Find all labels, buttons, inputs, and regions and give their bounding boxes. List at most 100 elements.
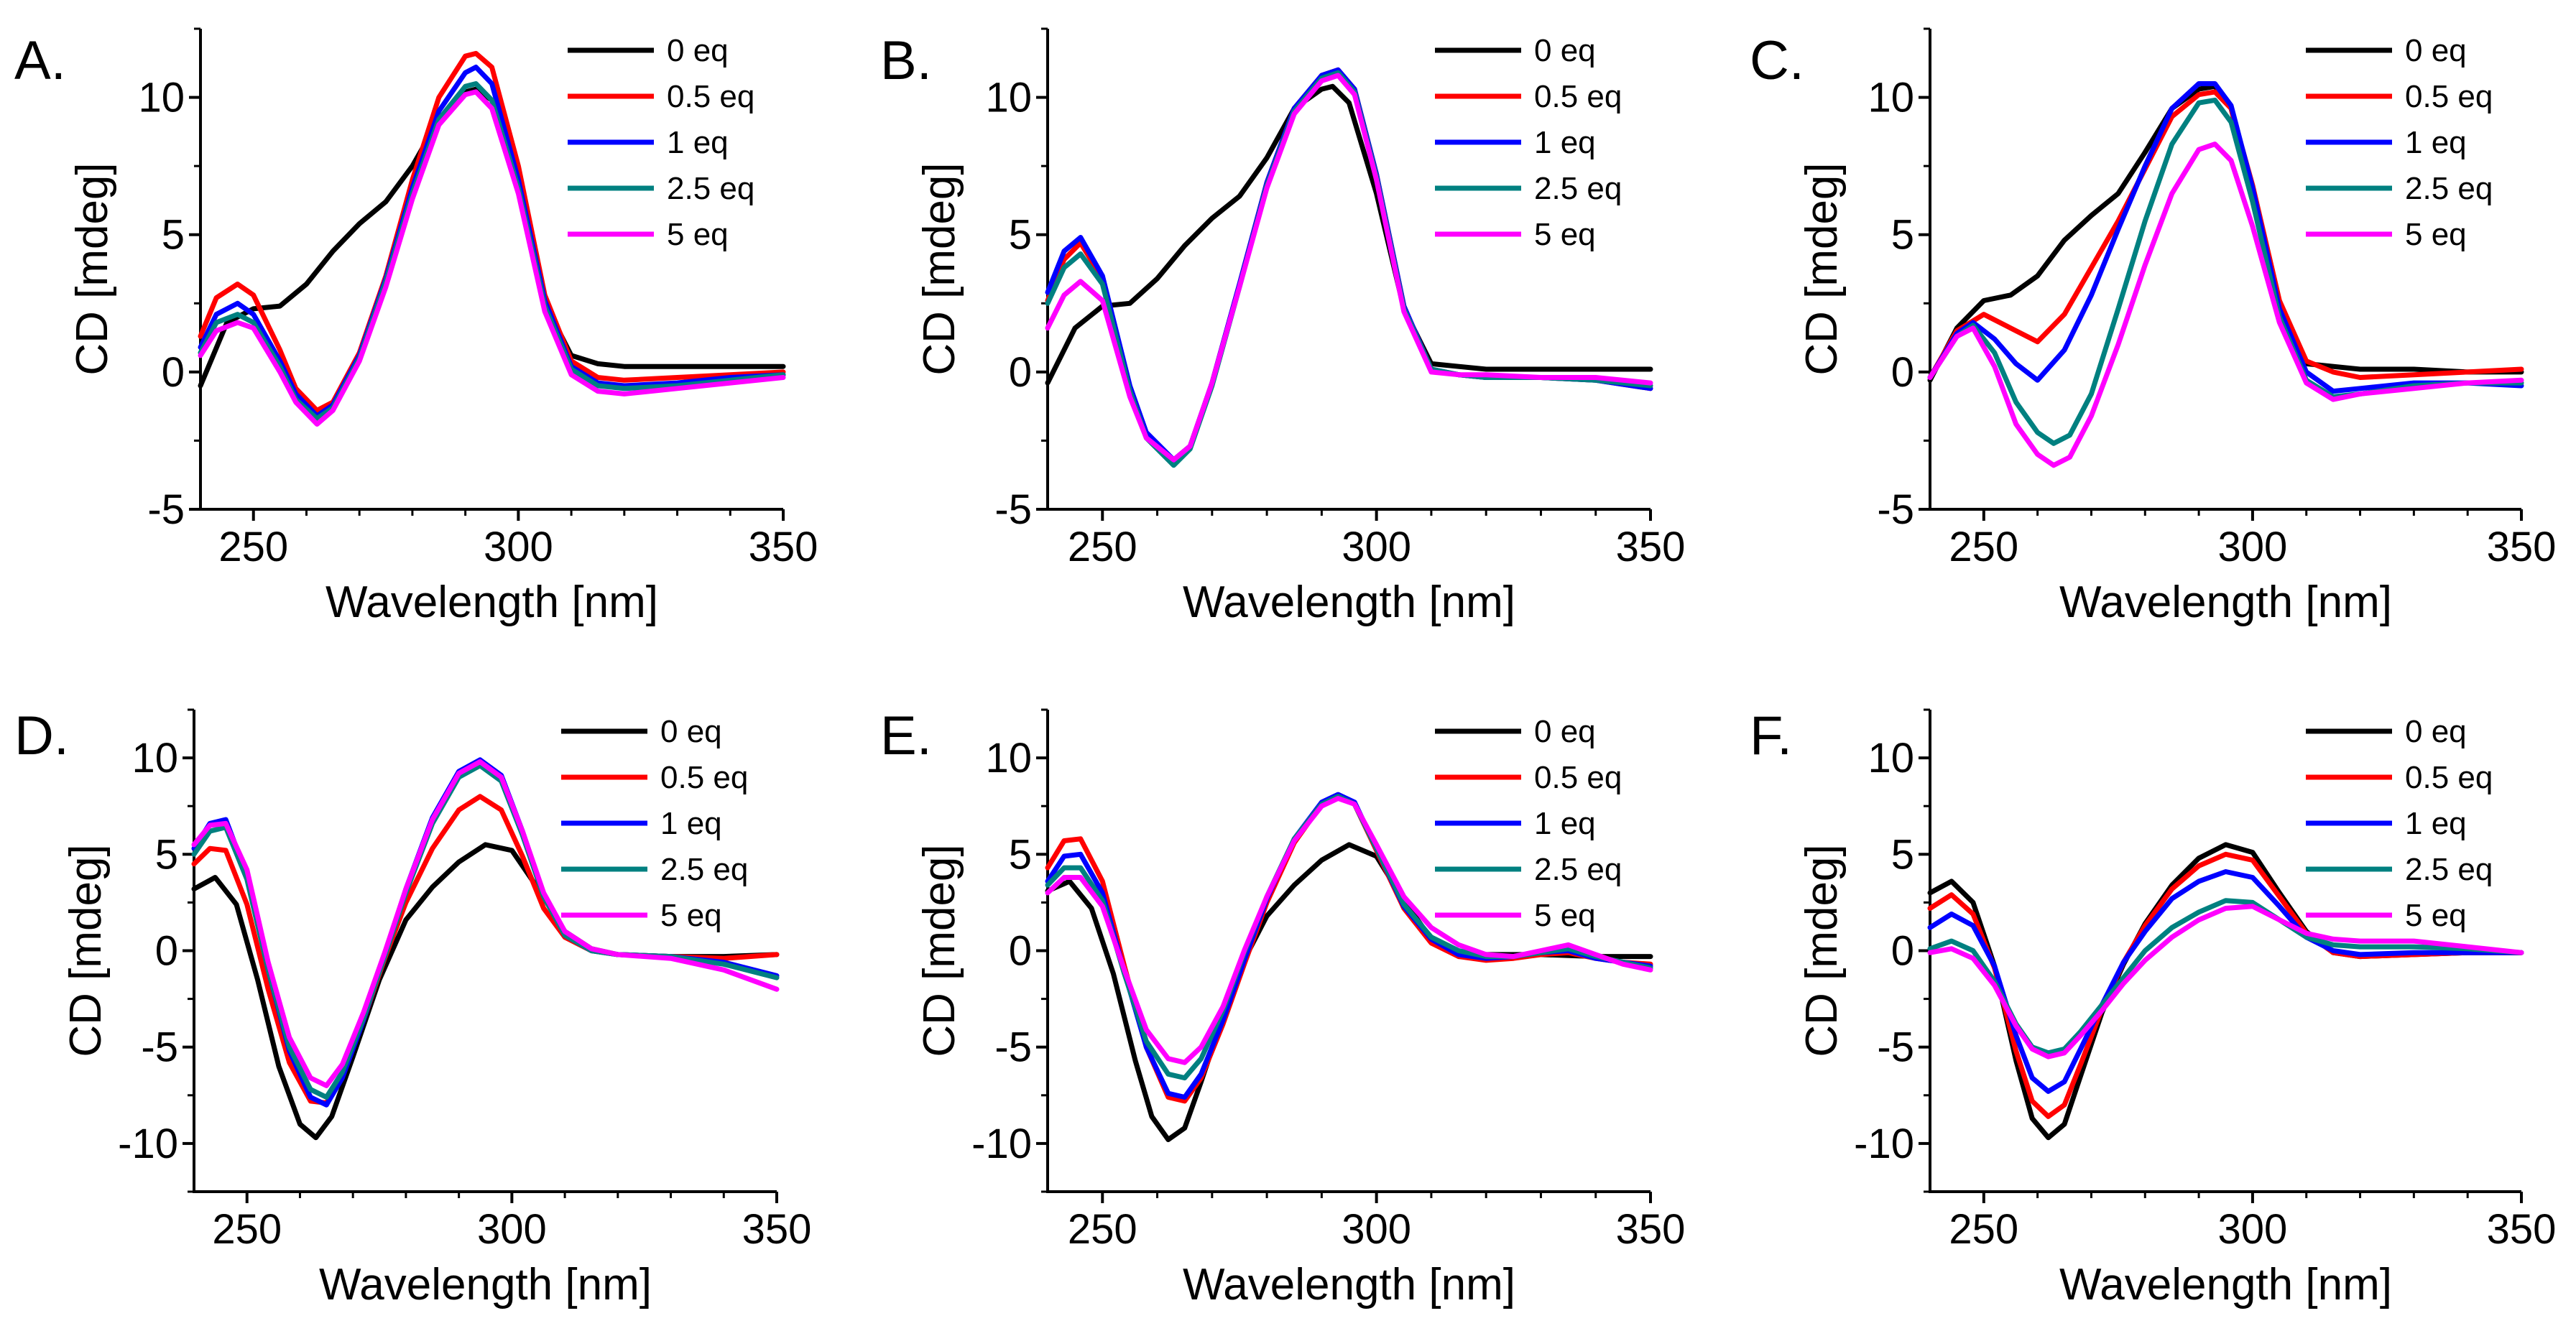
panel-2: B. 250 300 350 -5 0 5 10 Wavelength [nm] CD [mdeg… (880, 27, 1686, 627)
y-tick-label: 0 (1891, 928, 1914, 975)
legend-label: 0.5 eq (667, 79, 754, 114)
x-tick-label: 350 (1616, 1206, 1686, 1253)
x-tick-label: 350 (1616, 524, 1686, 570)
x-tick-label: 300 (2218, 524, 2288, 570)
legend-label: 2.5 eq (1534, 171, 1622, 206)
panel-letter: E. (880, 705, 932, 766)
series-line-0-eq (1927, 842, 2524, 1141)
panel-1: A. 250 300 350 -5 0 5 10 Wavelength [nm] CD [mdeg… (14, 27, 818, 627)
legend-label: 2.5 eq (2405, 171, 2493, 206)
y-tick-label: 0 (1009, 928, 1032, 975)
y-tick-label: 10 (138, 75, 185, 121)
panel-6: F. 250 300 350 -10 -5 0 5 10 Wavelength [nm] CD [m… (1750, 705, 2556, 1309)
legend-label: 5 eq (660, 898, 722, 933)
panel-letter: F. (1750, 705, 1792, 766)
y-tick-label: 5 (1009, 831, 1032, 878)
legend-label: 1 eq (2405, 125, 2467, 160)
x-tick-label: 350 (742, 1206, 812, 1253)
y-tick-label: -5 (994, 486, 1032, 533)
y-axis-title: CD [mdeg] (915, 162, 964, 375)
x-axis-title: Wavelength [nm] (319, 1260, 652, 1309)
legend-label: 2.5 eq (1534, 852, 1622, 887)
y-tick-label: -10 (118, 1121, 178, 1167)
legend-label: 0 eq (1534, 33, 1596, 68)
y-tick-label: 10 (1868, 735, 1914, 782)
legend-label: 0 eq (1534, 714, 1596, 749)
y-tick-label: 0 (155, 928, 178, 975)
legend-label: 5 eq (667, 217, 729, 252)
x-tick-label: 300 (484, 524, 553, 570)
y-tick-label: -5 (994, 1024, 1032, 1071)
y-tick-label: 0 (1891, 349, 1914, 396)
y-tick-label: 0 (1009, 349, 1032, 396)
x-axis-title: Wavelength [nm] (2059, 1260, 2392, 1309)
y-tick-label: -5 (147, 486, 185, 533)
y-tick-label: -10 (971, 1121, 1032, 1167)
y-axis-title: CD [mdeg] (68, 162, 117, 375)
panel-4: D. 250 300 350 -10 -5 0 5 10 Wavelength [nm] CD [m… (14, 705, 811, 1309)
panel-3: C. 250 300 350 -5 0 5 10 Wavelength [nm] CD [mdeg… (1750, 27, 2557, 627)
series-line-0-eq (191, 842, 780, 1141)
x-axis-title: Wavelength [nm] (2059, 578, 2392, 627)
y-axis-title: CD [mdeg] (61, 844, 111, 1057)
y-tick-label: 0 (162, 349, 185, 396)
y-tick-label: 5 (162, 212, 185, 259)
y-tick-label: 5 (1891, 831, 1914, 878)
series-line-5-eq (198, 89, 786, 427)
x-tick-label: 300 (477, 1206, 547, 1253)
x-tick-label: 250 (1949, 524, 2018, 570)
y-tick-label: 5 (1009, 212, 1032, 259)
series-line-5-eq (191, 759, 780, 1088)
y-tick-label: 5 (155, 831, 178, 878)
legend-label: 1 eq (667, 125, 729, 160)
x-axis-title: Wavelength [nm] (326, 578, 658, 627)
panel-letter: D. (14, 705, 69, 766)
legend-label: 0.5 eq (1534, 79, 1622, 114)
legend-label: 0.5 eq (2405, 79, 2493, 114)
legend-label: 5 eq (2405, 898, 2467, 933)
y-tick-label: 10 (985, 735, 1032, 782)
series-line-5-eq (1927, 142, 2524, 468)
legend-label: 2.5 eq (660, 852, 748, 887)
x-tick-label: 350 (749, 524, 818, 570)
series-line-2-5-eq (198, 81, 786, 422)
x-tick-label: 300 (1342, 1206, 1411, 1253)
panel-letter: A. (14, 30, 66, 91)
legend-label: 0 eq (660, 714, 722, 749)
y-axis-title: CD [mdeg] (1797, 844, 1847, 1057)
y-tick-label: -5 (1877, 1024, 1914, 1071)
y-tick-label: -5 (141, 1024, 178, 1071)
legend-label: 5 eq (1534, 217, 1596, 252)
legend-label: 5 eq (1534, 898, 1596, 933)
x-tick-label: 250 (218, 524, 288, 570)
y-axis-title: CD [mdeg] (1797, 162, 1847, 375)
series-line-5-eq (1927, 904, 2524, 1060)
x-tick-label: 300 (1342, 524, 1411, 570)
x-tick-label: 250 (1068, 524, 1137, 570)
series-line-5-eq (1045, 796, 1653, 1065)
series-line-1-eq (198, 65, 786, 419)
x-tick-label: 250 (1068, 1206, 1137, 1253)
y-tick-label: 10 (1868, 75, 1914, 121)
legend-label: 2.5 eq (2405, 852, 2493, 887)
legend-label: 0 eq (2405, 714, 2467, 749)
legend-label: 0.5 eq (2405, 760, 2493, 795)
legend-label: 0.5 eq (1534, 760, 1622, 795)
legend-label: 1 eq (2405, 806, 2467, 841)
series-line-5-eq (1045, 73, 1653, 463)
legend-label: 5 eq (2405, 217, 2467, 252)
legend-label: 1 eq (1534, 806, 1596, 841)
y-tick-label: -10 (1854, 1121, 1914, 1167)
y-tick-label: 5 (1891, 212, 1914, 259)
x-tick-label: 250 (1949, 1206, 2018, 1253)
legend-label: 0 eq (667, 33, 729, 68)
x-tick-label: 350 (2487, 1206, 2557, 1253)
series-line-0-5-eq (1927, 89, 2524, 380)
y-axis-title: CD [mdeg] (915, 844, 964, 1057)
x-axis-title: Wavelength [nm] (1183, 1260, 1515, 1309)
y-tick-label: -5 (1877, 486, 1914, 533)
series-line-0-5-eq (198, 50, 786, 413)
x-tick-label: 350 (2487, 524, 2557, 570)
legend-label: 2.5 eq (667, 171, 754, 206)
